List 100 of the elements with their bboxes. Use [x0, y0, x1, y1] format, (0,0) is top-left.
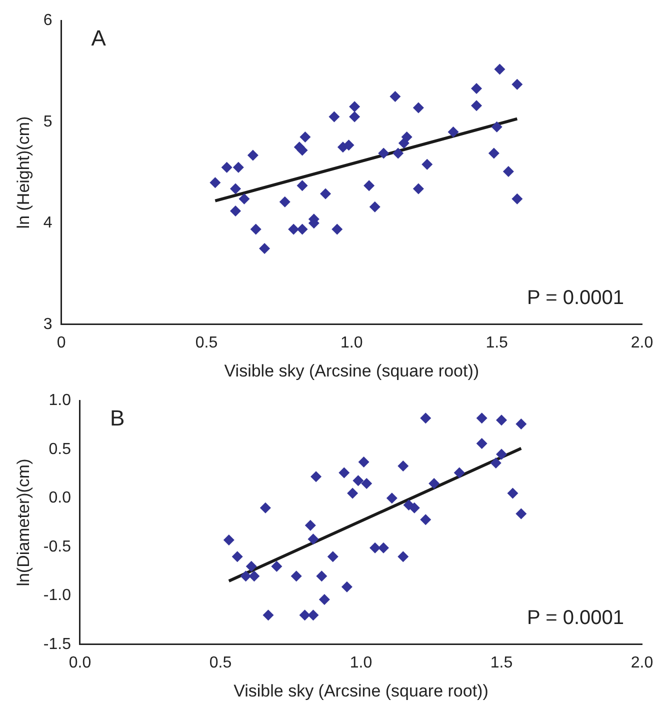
- point: [398, 460, 409, 472]
- y-tick-label: 3: [43, 316, 52, 333]
- point: [361, 478, 372, 489]
- point: [341, 581, 352, 592]
- point: [422, 158, 433, 170]
- y-tick-label: 5: [43, 113, 52, 130]
- point: [494, 64, 506, 75]
- annotation: P = 0.0001: [527, 606, 624, 629]
- point: [476, 438, 488, 450]
- annotation: P = 0.0001: [527, 286, 624, 309]
- point: [299, 610, 310, 621]
- point: [320, 188, 332, 200]
- point: [296, 224, 308, 235]
- point: [230, 205, 242, 216]
- point: [230, 183, 242, 194]
- point: [247, 150, 258, 161]
- point: [210, 177, 221, 188]
- x-tick-label: 1.0: [340, 334, 363, 352]
- point: [476, 412, 488, 424]
- point: [358, 456, 370, 468]
- point: [364, 180, 375, 192]
- point: [349, 101, 360, 112]
- point: [386, 492, 398, 504]
- y-tick-label: 4: [43, 214, 52, 232]
- point: [516, 418, 527, 430]
- x-tick-label: 0.5: [209, 654, 232, 672]
- point: [512, 193, 523, 204]
- point: [308, 534, 319, 545]
- point: [369, 201, 380, 212]
- point: [490, 458, 502, 469]
- point: [349, 111, 360, 122]
- y-tick-label: -1.5: [43, 636, 72, 653]
- point: [370, 542, 381, 554]
- point: [328, 111, 340, 122]
- point: [488, 148, 500, 159]
- point: [378, 148, 390, 159]
- point: [343, 140, 354, 151]
- point: [428, 478, 440, 489]
- x-tick-label: 1.5: [490, 654, 513, 672]
- y-axis-title: ln(Diameter)(cm): [14, 458, 33, 586]
- point: [392, 148, 404, 159]
- x-tick-label: 1.5: [486, 334, 508, 352]
- y-tick-label: 0.5: [48, 440, 72, 458]
- point: [332, 224, 343, 235]
- point: [232, 551, 243, 562]
- point: [232, 162, 244, 173]
- point: [448, 126, 459, 138]
- point: [296, 144, 308, 156]
- point: [491, 121, 502, 132]
- point: [248, 570, 260, 582]
- x-tick-label: 2.0: [630, 334, 654, 352]
- point: [250, 224, 262, 235]
- y-axis-title: ln (Height)(cm): [14, 116, 33, 229]
- chart-title: B: [110, 406, 125, 431]
- point: [290, 570, 302, 582]
- x-tick-label: 0.5: [195, 334, 218, 352]
- point: [496, 414, 507, 426]
- point: [502, 166, 514, 177]
- point: [271, 560, 282, 572]
- point: [223, 534, 234, 546]
- point: [471, 82, 482, 94]
- point: [327, 551, 338, 562]
- point: [347, 488, 358, 499]
- y-tick-label: 6: [43, 12, 52, 30]
- point: [512, 78, 523, 90]
- point: [260, 502, 271, 514]
- point: [516, 508, 527, 520]
- y-tick-label: 0.0: [48, 490, 72, 507]
- point: [240, 570, 252, 582]
- y-tick-label: -0.5: [43, 538, 72, 556]
- point: [316, 570, 328, 582]
- point: [279, 196, 290, 208]
- point: [304, 520, 316, 531]
- point: [496, 448, 507, 460]
- x-axis-title: Visible sky (Arcsine (square root)): [224, 361, 480, 380]
- point: [398, 551, 409, 562]
- x-tick-label: 2.0: [630, 654, 654, 672]
- point: [300, 132, 311, 143]
- point: [318, 594, 330, 606]
- point: [401, 132, 412, 143]
- point: [296, 180, 308, 192]
- chart-title: A: [91, 26, 106, 51]
- point: [378, 542, 389, 554]
- point: [420, 514, 432, 526]
- point: [408, 502, 420, 514]
- point: [246, 560, 257, 572]
- point: [338, 467, 350, 478]
- point: [352, 475, 364, 486]
- point: [221, 162, 232, 173]
- x-tick-label: 0: [56, 334, 66, 352]
- point: [288, 224, 300, 235]
- point: [259, 242, 270, 254]
- point: [390, 91, 401, 102]
- point: [238, 193, 250, 204]
- point: [262, 610, 274, 621]
- x-tick-label: 1.0: [350, 654, 372, 672]
- y-tick-label: -1.0: [43, 587, 72, 604]
- point: [412, 183, 424, 194]
- point: [471, 100, 482, 112]
- point: [308, 610, 319, 621]
